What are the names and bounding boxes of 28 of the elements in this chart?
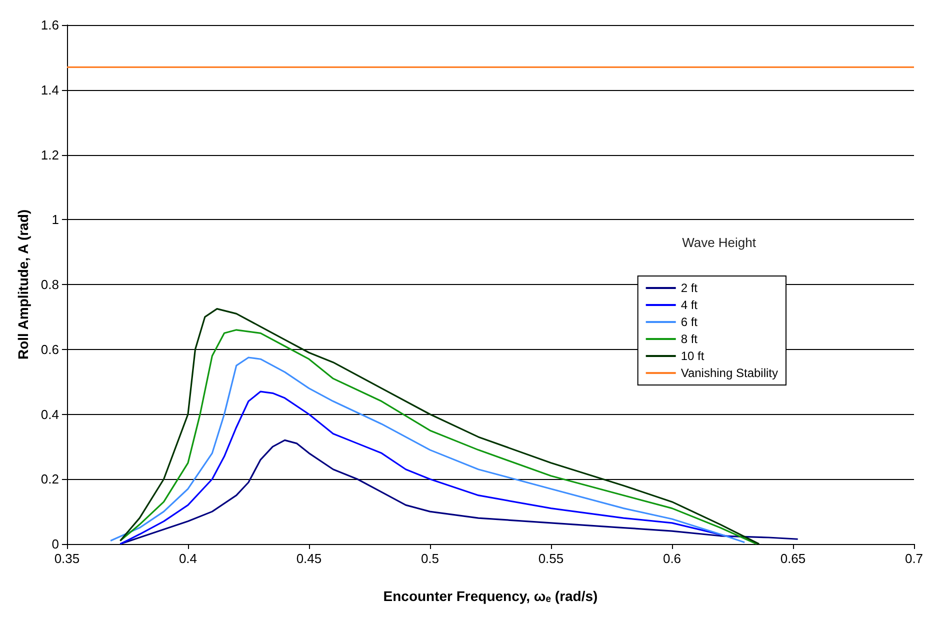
legend-label: 6 ft (680, 315, 698, 329)
x-tick-label: 0.5 (420, 551, 440, 566)
x-tick-label: 0.7 (904, 551, 924, 566)
legend-title: Wave Height (682, 235, 756, 250)
y-tick-label: 0.4 (40, 406, 59, 422)
line-series (119, 439, 799, 545)
legend-label: 4 ft (680, 298, 698, 312)
x-tick-label: 0.4 (178, 551, 198, 566)
legend-label: 10 ft (680, 349, 705, 363)
y-tick-label: 0.6 (40, 342, 59, 357)
y-tick-label: 1.2 (40, 147, 59, 162)
x-tick-label: 0.6 (662, 551, 682, 566)
legend-label: Vanishing Stability (680, 366, 778, 380)
x-axis-title: Encounter Frequency, ωₑ (rad/s) (383, 588, 598, 604)
y-tick-label: 1 (52, 212, 59, 228)
line-series (119, 390, 734, 545)
x-tick-label: 0.45 (296, 551, 322, 566)
x-tick-label: 0.35 (54, 551, 80, 566)
legend-label: 8 ft (680, 332, 698, 346)
x-tick-label: 0.55 (538, 551, 564, 566)
y-tick-label: 0.2 (40, 472, 59, 487)
y-tick-label: 1.6 (40, 18, 59, 32)
legend-label: 2 ft (680, 281, 698, 295)
x-tick-label: 0.65 (780, 551, 806, 566)
y-tick-label: 1.4 (40, 82, 59, 98)
y-tick-label: 0 (52, 536, 59, 552)
y-axis-title: Roll Amplitude, A (rad) (15, 209, 31, 360)
y-tick-label: 0.8 (40, 277, 59, 292)
